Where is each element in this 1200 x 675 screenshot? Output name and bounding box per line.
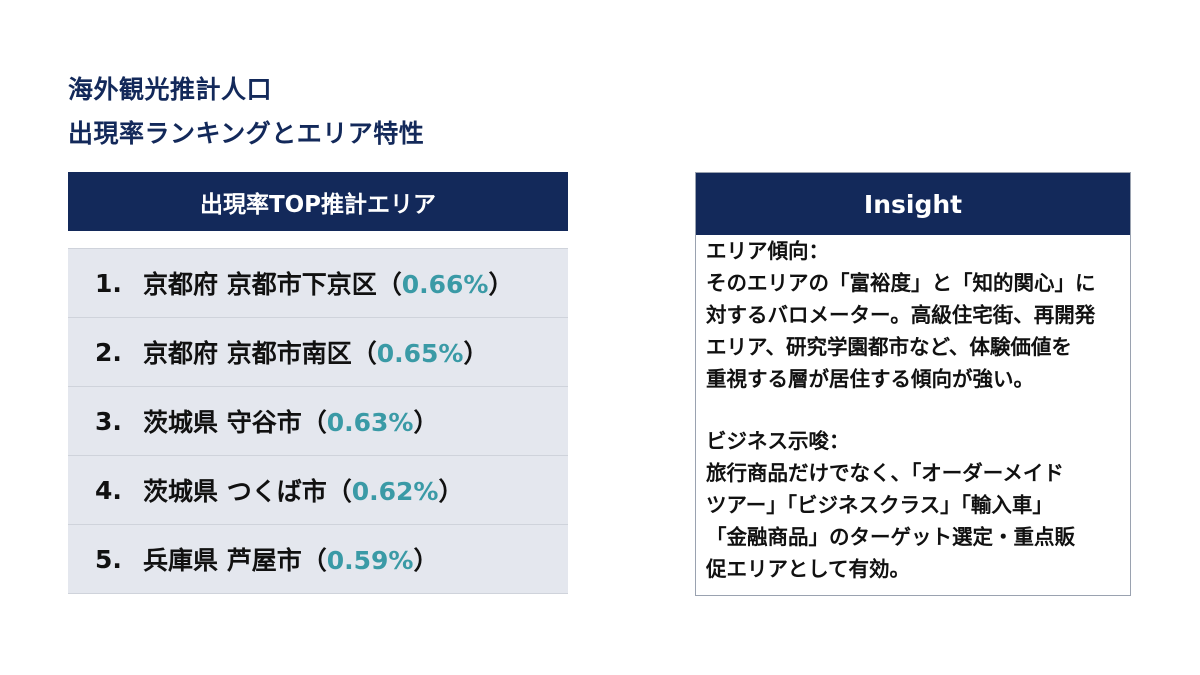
insight-text-line: ツアー」「ビジネスクラス」「輸入車」	[706, 493, 1053, 517]
area-name: 京都府 京都市南区	[143, 339, 352, 368]
insight-text-line: 促エリアとして有効。	[706, 557, 910, 581]
rank-number: 3.	[95, 406, 122, 436]
rank-number: 1.	[95, 268, 122, 298]
area-name: 兵庫県 芦屋市	[143, 546, 302, 575]
page-title-line-1: 海外観光推計人口	[68, 75, 273, 104]
area-rate: 0.65%	[376, 339, 464, 368]
area-name: 茨城県 守谷市	[143, 408, 302, 437]
page-title-line-2: 出現率ランキングとエリア特性	[68, 119, 425, 148]
page-title: 海外観光推計人口 出現率ランキングとエリア特性	[68, 68, 424, 156]
area-rate: 0.62%	[351, 477, 439, 506]
ranking-list: 1. 京都府 京都市下京区（0.66%） 2. 京都府 京都市南区（0.65%）…	[68, 248, 568, 594]
area-rate: 0.63%	[326, 408, 414, 437]
ranking-row: 5. 兵庫県 芦屋市（0.59%）	[68, 524, 568, 594]
rank-number: 4.	[95, 475, 122, 505]
rank-number: 2.	[95, 337, 122, 367]
insight-text-line: そのエリアの「富裕度」と「知的関心」に	[706, 271, 1096, 295]
area-name: 京都府 京都市下京区	[143, 270, 377, 299]
insight-text-line: 対するバロメーター。高級住宅街、再開発	[706, 303, 1096, 327]
area-name: 茨城県 つくば市	[143, 477, 327, 506]
insight-text-line: 「金融商品」のターゲット選定・重点販	[706, 525, 1075, 549]
insight-panel: Insight エリア傾向： そのエリアの「富裕度」と「知的関心」に 対するバロ…	[695, 172, 1131, 596]
ranking-row: 1. 京都府 京都市下京区（0.66%）	[68, 248, 568, 317]
ranking-row: 2. 京都府 京都市南区（0.65%）	[68, 317, 568, 386]
ranking-row: 4. 茨城県 つくば市（0.62%）	[68, 455, 568, 524]
insight-text-line: 重視する層が居住する傾向が強い。	[706, 367, 1034, 391]
area-rate: 0.66%	[401, 270, 489, 299]
insight-text-line: エリア、研究学園都市など、体験価値を	[706, 335, 1072, 359]
insight-area-heading: エリア傾向：	[706, 239, 829, 263]
insight-header: Insight	[696, 173, 1130, 235]
insight-business-heading: ビジネス示唆：	[706, 429, 850, 453]
ranking-header: 出現率TOP推計エリア	[68, 172, 568, 231]
insight-text-line: 旅行商品だけでなく、「オーダーメイド	[706, 461, 1064, 485]
rank-number: 5.	[95, 544, 122, 574]
insight-body: エリア傾向： そのエリアの「富裕度」と「知的関心」に 対するバロメーター。高級住…	[696, 235, 1130, 585]
ranking-row: 3. 茨城県 守谷市（0.63%）	[68, 386, 568, 455]
area-rate: 0.59%	[326, 546, 414, 575]
